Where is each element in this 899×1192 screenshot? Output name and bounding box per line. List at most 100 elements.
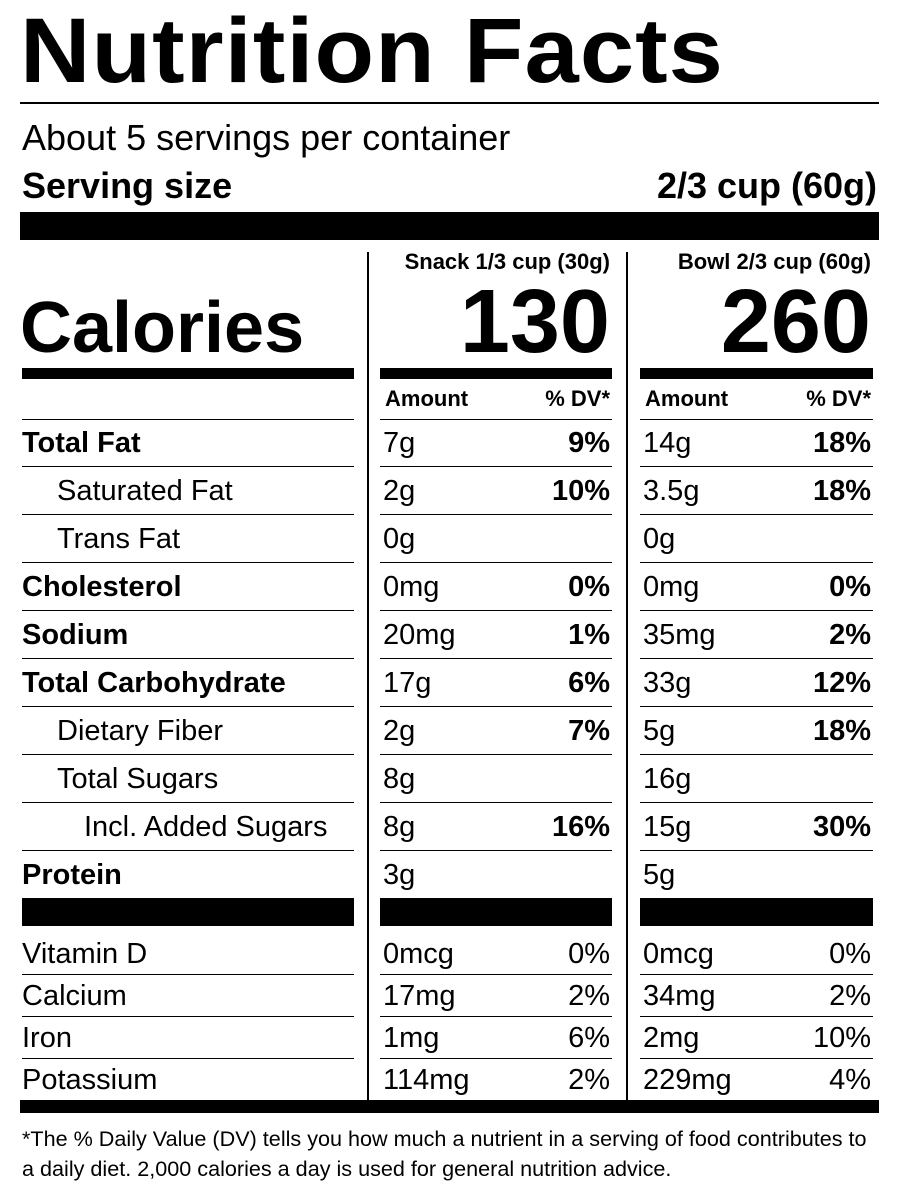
rule xyxy=(22,562,354,563)
amount: 33g xyxy=(643,667,692,699)
amount: 16g xyxy=(643,763,692,795)
daily-value: 6% xyxy=(568,667,610,699)
amount: 14g xyxy=(643,427,692,459)
thick-rule xyxy=(22,368,354,379)
amount-header: Amount xyxy=(645,386,729,411)
amount: 17g xyxy=(383,667,432,699)
rule xyxy=(380,466,612,467)
rule xyxy=(22,974,354,975)
amount: 35mg xyxy=(643,619,716,651)
rule xyxy=(380,802,612,803)
daily-value: 10% xyxy=(551,475,610,507)
rule xyxy=(22,514,354,515)
amount: 0g xyxy=(383,523,416,555)
nutrient-name: Iron xyxy=(22,1022,72,1054)
nutrient-name: Total Fat xyxy=(22,427,141,459)
rule xyxy=(640,706,873,707)
thick-rule xyxy=(22,898,354,926)
nutrient-name: Cholesterol xyxy=(22,571,182,603)
rule xyxy=(640,658,873,659)
daily-value: 18% xyxy=(812,427,871,459)
daily-value: 2% xyxy=(829,980,871,1012)
footnote: *The % Daily Value (DV) tells you how mu… xyxy=(22,1126,867,1181)
amount: 5g xyxy=(643,859,676,891)
thick-rule xyxy=(20,1100,879,1113)
rule xyxy=(640,974,873,975)
amount: 20mg xyxy=(383,619,456,651)
nutrient-name: Potassium xyxy=(22,1064,158,1096)
rule xyxy=(640,802,873,803)
rule xyxy=(380,1058,612,1059)
amount: 0mg xyxy=(643,571,700,603)
daily-value: 9% xyxy=(568,427,610,459)
daily-value: 16% xyxy=(551,811,610,843)
rule xyxy=(640,466,873,467)
rule xyxy=(380,1016,612,1017)
rule xyxy=(380,514,612,515)
rule xyxy=(380,658,612,659)
column-divider xyxy=(626,252,628,1100)
daily-value: 7% xyxy=(568,715,610,747)
daily-value: 1% xyxy=(568,619,610,651)
rule xyxy=(640,1016,873,1017)
rule xyxy=(22,754,354,755)
rule xyxy=(380,850,612,851)
daily-value: 2% xyxy=(829,619,871,651)
rule xyxy=(22,419,354,420)
rule xyxy=(640,562,873,563)
amount: 8g xyxy=(383,811,416,843)
rule xyxy=(640,850,873,851)
rule xyxy=(22,850,354,851)
nutrient-name: Protein xyxy=(22,859,122,891)
rule xyxy=(640,1058,873,1059)
rule xyxy=(22,658,354,659)
nutrient-name: Calcium xyxy=(22,980,127,1012)
amount: 2mg xyxy=(643,1022,700,1054)
daily-value: 0% xyxy=(568,571,610,603)
rule xyxy=(640,610,873,611)
amount: 15g xyxy=(643,811,692,843)
amount: 5g xyxy=(643,715,676,747)
nutrient-name: Total Carbohydrate xyxy=(22,667,286,699)
amount: 0mcg xyxy=(643,938,714,970)
servings: About 5 servings per container xyxy=(22,117,511,158)
column-header: Bowl 2/3 cup (60g) xyxy=(677,249,871,274)
title: Nutrition Facts xyxy=(20,0,724,102)
thick-rule xyxy=(380,368,612,379)
nutrient-name: Total Sugars xyxy=(57,763,219,795)
rule xyxy=(22,1058,354,1059)
amount: 1mg xyxy=(383,1022,440,1054)
amount: 229mg xyxy=(643,1064,732,1096)
calories-value: 130 xyxy=(459,272,610,372)
amount: 7g xyxy=(383,427,416,459)
daily-value: 12% xyxy=(812,667,871,699)
dv-header: % DV* xyxy=(545,386,610,411)
nutrient-name: Dietary Fiber xyxy=(57,715,223,747)
daily-value: 6% xyxy=(568,1022,610,1054)
column-header: Snack 1/3 cup (30g) xyxy=(404,249,610,274)
rule xyxy=(380,562,612,563)
daily-value: 0% xyxy=(829,938,871,970)
daily-value: 0% xyxy=(829,571,871,603)
serving-size-label: Serving size xyxy=(22,165,233,206)
amount: 3.5g xyxy=(643,475,700,507)
amount: 3g xyxy=(383,859,416,891)
daily-value: 18% xyxy=(812,715,871,747)
dv-header: % DV* xyxy=(806,386,871,411)
nutrient-name: Saturated Fat xyxy=(57,475,233,507)
nutrient-name: Trans Fat xyxy=(57,523,181,555)
rule xyxy=(22,706,354,707)
column-divider xyxy=(367,252,369,1100)
rule xyxy=(380,974,612,975)
daily-value: 18% xyxy=(812,475,871,507)
amount: 0mg xyxy=(383,571,440,603)
daily-value: 0% xyxy=(568,938,610,970)
thick-rule xyxy=(380,898,612,926)
rule xyxy=(22,610,354,611)
daily-value: 10% xyxy=(812,1022,871,1054)
rule xyxy=(380,419,612,420)
amount: 0g xyxy=(643,523,676,555)
amount: 0mcg xyxy=(383,938,454,970)
amount: 8g xyxy=(383,763,416,795)
